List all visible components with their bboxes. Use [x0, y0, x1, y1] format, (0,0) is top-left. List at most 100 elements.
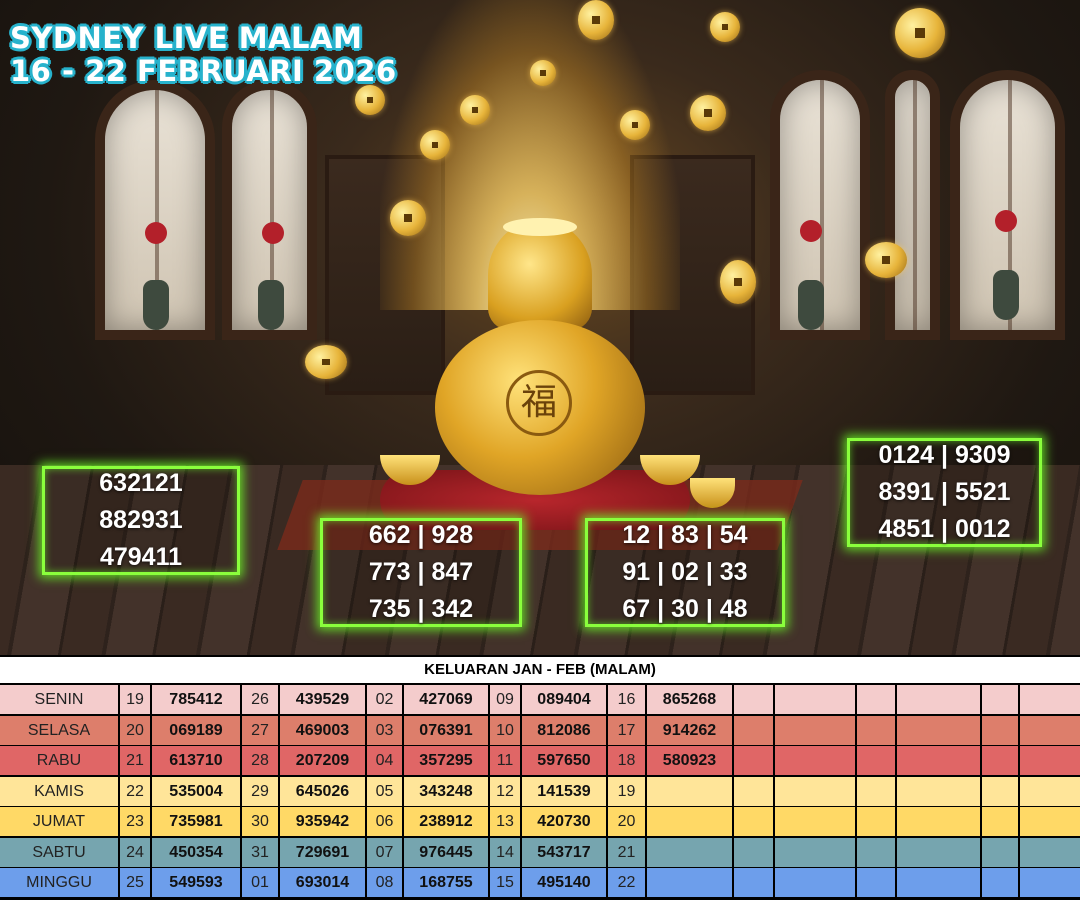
result-date: 06	[365, 807, 402, 836]
result-date: 19	[118, 685, 150, 714]
empty-cell	[855, 746, 895, 775]
result-value: 089404	[520, 685, 606, 714]
empty-cell	[980, 746, 1018, 775]
prediction-line: 0124 | 9309	[878, 441, 1011, 469]
day-label: SELASA	[27, 722, 91, 739]
empty-cell	[980, 807, 1018, 836]
coin-icon	[895, 8, 945, 58]
empty-cell	[732, 716, 773, 745]
result-date: 02	[365, 685, 402, 714]
result-date: 21	[118, 746, 150, 775]
empty-cell	[732, 685, 773, 714]
empty-cell	[1018, 777, 1080, 806]
result-date: 13	[488, 807, 520, 836]
result-date: 15	[488, 868, 520, 897]
flower	[262, 222, 284, 244]
day-label: MINGGU	[26, 874, 92, 891]
result-value	[645, 838, 732, 867]
empty-cell	[1018, 746, 1080, 775]
prediction-line: 662 | 928	[368, 521, 474, 549]
result-value: 865268	[645, 685, 732, 714]
flower	[995, 210, 1017, 232]
empty-cell	[855, 777, 895, 806]
empty-cell	[732, 838, 773, 867]
result-date: 17	[606, 716, 645, 745]
result-value: 914262	[645, 716, 732, 745]
result-date: 30	[240, 807, 278, 836]
result-date: 10	[488, 716, 520, 745]
table-row-sabtu: SABTU 24 450354 31 729691 07 976445 14 543717 21	[0, 838, 1080, 867]
result-date: 24	[118, 838, 150, 867]
day-label: SENIN	[34, 691, 84, 708]
window-right-2	[885, 70, 940, 340]
result-date: 08	[365, 868, 402, 897]
result-date: 29	[240, 777, 278, 806]
result-date: 26	[240, 685, 278, 714]
result-date: 22	[606, 868, 645, 897]
empty-cell	[773, 807, 855, 836]
result-date: 20	[606, 807, 645, 836]
gold-gourd-mouth	[503, 218, 577, 236]
empty-cell	[855, 838, 895, 867]
gold-gourd-neck	[488, 220, 592, 330]
result-value: 597650	[520, 746, 606, 775]
result-date: 22	[118, 777, 150, 806]
empty-cell	[773, 777, 855, 806]
result-value: 141539	[520, 777, 606, 806]
prediction-line: 773 | 847	[368, 558, 474, 586]
result-value: 580923	[645, 746, 732, 775]
coin-icon	[620, 110, 650, 140]
prediction-box-3d: 662 | 928 773 | 847 735 | 342	[320, 518, 522, 627]
result-value: 976445	[402, 838, 488, 867]
result-date: 11	[488, 746, 520, 775]
result-value: 535004	[150, 777, 240, 806]
result-value: 439529	[278, 685, 365, 714]
table-row-minggu: MINGGU 25 549593 01 693014 08 168755 15 495140 22	[0, 868, 1080, 897]
prediction-line: 67 | 30 | 48	[622, 595, 748, 623]
coin-icon	[865, 242, 907, 278]
empty-cell	[732, 868, 773, 897]
result-date: 25	[118, 868, 150, 897]
results-table-header: KELUARAN JAN - FEB (MALAM)	[0, 657, 1080, 683]
table-row-rabu: RABU 21 613710 28 207209 04 357295 11 597650 18 58…	[0, 746, 1080, 775]
empty-cell	[855, 868, 895, 897]
result-date: 07	[365, 838, 402, 867]
result-value: 735981	[150, 807, 240, 836]
coin-icon	[720, 260, 756, 304]
vase	[258, 280, 284, 330]
coin-icon	[710, 12, 740, 42]
result-date: 19	[606, 777, 645, 806]
empty-cell	[732, 807, 773, 836]
prediction-line: 4851 | 0012	[878, 515, 1011, 543]
result-value: 069189	[150, 716, 240, 745]
result-value: 469003	[278, 716, 365, 745]
result-value: 357295	[402, 746, 488, 775]
result-value: 543717	[520, 838, 606, 867]
empty-cell	[895, 716, 980, 745]
result-value: 168755	[402, 868, 488, 897]
result-value: 420730	[520, 807, 606, 836]
empty-cell	[773, 746, 855, 775]
result-value: 729691	[278, 838, 365, 867]
result-date: 14	[488, 838, 520, 867]
prediction-line: 735 | 342	[368, 595, 474, 623]
vase	[993, 270, 1019, 320]
title-line-2: 16 - 22 FEBRUARI 2026	[10, 54, 397, 88]
result-date: 18	[606, 746, 645, 775]
result-value: 238912	[402, 807, 488, 836]
coin-icon	[460, 95, 490, 125]
day-label: RABU	[36, 752, 82, 769]
result-value	[645, 807, 732, 836]
result-date: 21	[606, 838, 645, 867]
result-value: 785412	[150, 685, 240, 714]
empty-cell	[895, 807, 980, 836]
table-row-senin: SENIN 19 785412 26 439529 02 427069 09 089404 16 8…	[0, 685, 1080, 714]
table-row-selasa: SELASA 20 069189 27 469003 03 076391 10 812086 17…	[0, 716, 1080, 745]
empty-cell	[1018, 716, 1080, 745]
empty-cell	[1018, 685, 1080, 714]
empty-cell	[732, 746, 773, 775]
result-date: 16	[606, 685, 645, 714]
prediction-box-2d: 12 | 83 | 54 91 | 02 | 33 67 | 30 | 48	[585, 518, 785, 627]
coin-icon	[420, 130, 450, 160]
prediction-line: 632121	[99, 469, 183, 497]
